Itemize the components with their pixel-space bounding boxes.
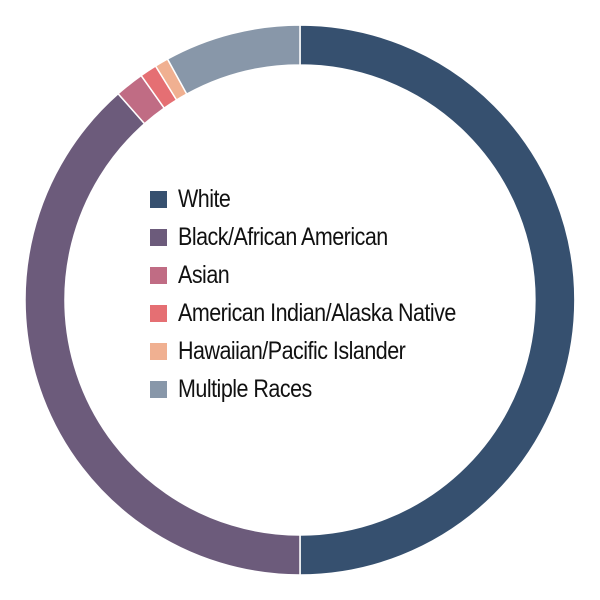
legend-item-white: White [150, 180, 501, 218]
legend-item-black-african-american: Black/African American [150, 218, 501, 256]
legend-label-black-african-american: Black/African American [178, 222, 388, 251]
legend-item-asian: Asian [150, 256, 501, 294]
legend-label-asian: Asian [178, 260, 230, 289]
legend-label-multiple-races: Multiple Races [178, 374, 312, 403]
legend-item-hawaiian-pacific-islander: Hawaiian/Pacific Islander [150, 332, 501, 370]
slice-white [299, 24, 576, 576]
slice-multiple-races [166, 24, 301, 96]
legend-label-hawaiian-pacific-islander: Hawaiian/Pacific Islander [178, 336, 406, 365]
legend-swatch-white [150, 190, 167, 208]
legend-swatch-hawaiian-pacific-islander [150, 342, 167, 360]
legend-swatch-black-african-american [150, 228, 167, 246]
legend-swatch-multiple-races [150, 380, 167, 398]
chart-legend: White Black/African American Asian Ameri… [150, 180, 501, 408]
legend-label-white: White [178, 184, 231, 213]
legend-swatch-american-indian-alaska-native [150, 304, 167, 322]
legend-item-multiple-races: Multiple Races [150, 370, 501, 408]
legend-label-american-indian-alaska-native: American Indian/Alaska Native [178, 298, 456, 327]
legend-item-american-indian-alaska-native: American Indian/Alaska Native [150, 294, 501, 332]
legend-swatch-asian [150, 266, 167, 284]
donut-slices [24, 24, 576, 576]
